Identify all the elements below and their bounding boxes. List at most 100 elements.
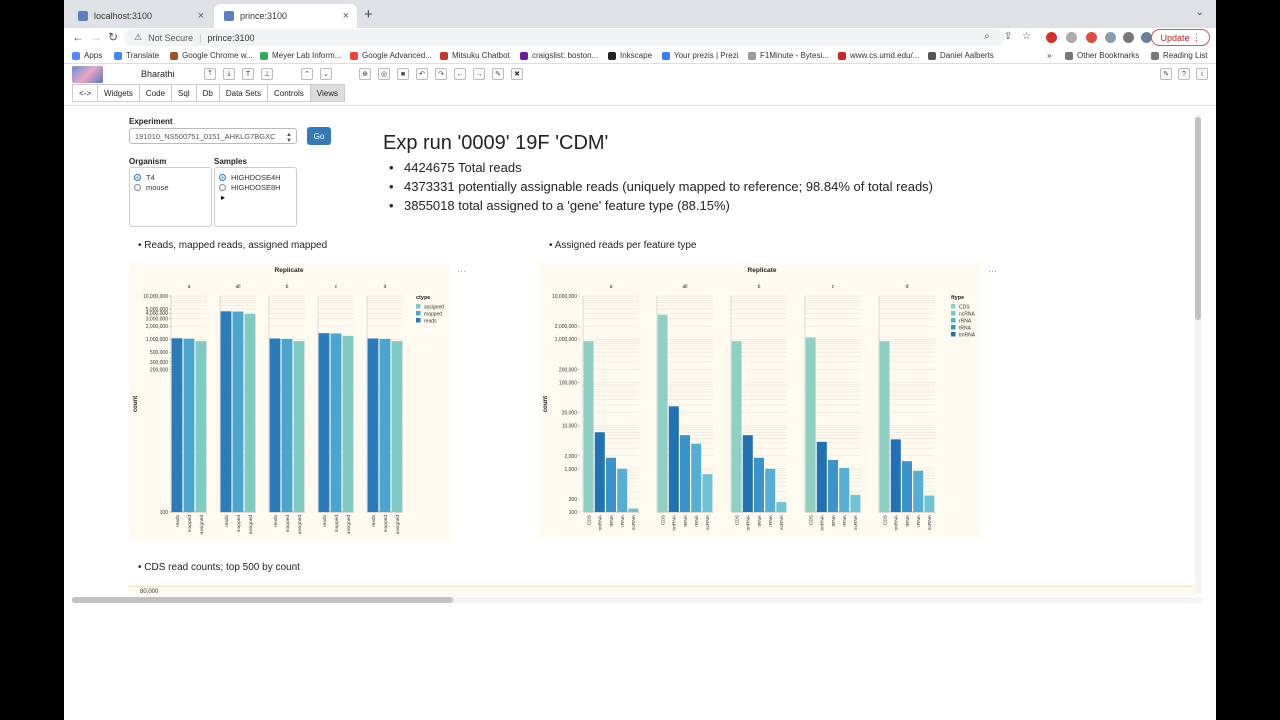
page-favicon-icon (224, 11, 234, 21)
organism-option-t4[interactable]: T4 (134, 173, 155, 182)
tab-views[interactable]: Views (309, 84, 345, 102)
bookmark-item[interactable]: Your prezis | Prezi (662, 51, 738, 60)
go-button[interactable]: Go (307, 127, 331, 145)
bookmark-item[interactable]: F1Minute - Bytesi... (748, 51, 829, 60)
info-icon[interactable]: i (1196, 68, 1208, 80)
horizontal-scrollbar[interactable] (72, 597, 1202, 603)
section-heading-bottom: CDS read counts; top 500 by count (138, 562, 300, 573)
more-bookmarks[interactable]: » (1047, 51, 1051, 60)
scrollbar-thumb[interactable] (1195, 117, 1201, 320)
bookmark-item[interactable]: Google Advanced... (350, 51, 432, 60)
tab-label: Sql (178, 88, 190, 98)
tab-widgets[interactable]: Widgets (97, 84, 139, 102)
add-icon[interactable]: ⊕ (359, 68, 371, 80)
bar-reads (171, 338, 183, 512)
arrow-left-icon[interactable]: ← (454, 68, 466, 80)
forward-icon[interactable]: → (90, 30, 102, 44)
y-tick-label: 10,000,000 (552, 294, 577, 300)
chart-menu-icon[interactable]: ⋯ (988, 266, 997, 276)
y-tick-label: 2,000 (564, 454, 577, 460)
zoom-icon[interactable]: ⌕ (984, 31, 990, 42)
profile-avatar[interactable] (1141, 32, 1152, 43)
facet-label: d (384, 284, 387, 290)
extension-icon[interactable] (1105, 32, 1116, 43)
other-bookmarks[interactable]: Other Bookmarks (1065, 51, 1139, 60)
chart-menu-icon[interactable]: ⋯ (457, 266, 466, 276)
update-button[interactable]: Update ⋮ (1151, 29, 1210, 46)
sample-option-highdose4h[interactable]: HIGHDOSE4H (219, 173, 281, 182)
bookmark-item[interactable]: Google Chrome w... (170, 51, 253, 60)
trash-icon[interactable]: ✖ (511, 68, 523, 80)
text-icon[interactable]: T (242, 68, 254, 80)
bookmark-favicon-icon (260, 51, 268, 60)
share-icon[interactable]: ⇪ (1004, 31, 1013, 42)
tab-controls[interactable]: Controls (266, 84, 310, 102)
prezi-icon (662, 51, 670, 60)
sample-option-highdose8h[interactable]: HIGHDOSE8H (219, 183, 281, 192)
back-icon[interactable]: ← (72, 30, 84, 44)
tab-label: <-> (79, 88, 92, 98)
stop-icon[interactable]: ■ (397, 68, 409, 80)
reading-list[interactable]: Reading List (1151, 51, 1207, 60)
address-bar[interactable]: ⚠ Not Secure | prince:3100 (124, 29, 1004, 46)
tab-data-sets[interactable]: Data Sets (218, 84, 267, 102)
bookmark-item[interactable]: Meyer Lab Inform... (260, 51, 341, 60)
move-bottom-icon[interactable]: ⊥ (261, 68, 273, 80)
summary-line: 3855018 total assigned to a 'gene' featu… (389, 198, 933, 213)
x-tick-label: tmRNA (746, 514, 752, 530)
bookmark-label: Your prezis | Prezi (674, 51, 739, 60)
move-top-icon[interactable]: ⤒ (204, 68, 216, 80)
edit-icon[interactable]: ✎ (1160, 68, 1172, 80)
extension-icon[interactable] (1046, 32, 1057, 43)
browser-tab-active[interactable]: prince:3100 × (214, 4, 357, 28)
x-tick-label: assigned (346, 515, 352, 535)
browser-tab[interactable]: localhost:3100 × (68, 4, 212, 28)
tab-label: Widgets (104, 88, 133, 98)
option-label: T4 (146, 173, 155, 182)
extensions-puzzle-icon[interactable] (1123, 32, 1134, 43)
bar-CDS (657, 314, 668, 512)
organism-option-mouse[interactable]: mouse (134, 183, 169, 192)
bookmark-item[interactable]: Daniel Aalberts (928, 51, 994, 60)
redo-icon[interactable]: ↷ (435, 68, 447, 80)
close-tab-icon[interactable]: × (197, 10, 204, 22)
bar-mapped (330, 333, 342, 512)
bar-tRNA (680, 435, 690, 512)
close-tab-icon[interactable]: × (342, 10, 349, 22)
bookmark-star-icon[interactable]: ☆ (1022, 31, 1031, 42)
bookmark-item[interactable]: craigslist: boston... (520, 51, 598, 60)
tab-search-chevron-icon[interactable]: ⌄ (1195, 7, 1204, 18)
bookmark-item[interactable]: www.cs.umd.edu/... (838, 51, 919, 60)
tab-sql[interactable]: Sql (171, 84, 196, 102)
pencil-icon[interactable]: ✎ (492, 68, 504, 80)
bookmark-item[interactable]: Mitsuku Chatbot (440, 51, 510, 60)
move-down-icon[interactable]: ⌄ (320, 68, 332, 80)
eye-icon[interactable]: ◎ (378, 68, 390, 80)
undo-icon[interactable]: ↶ (416, 68, 428, 80)
tab-code[interactable]: Code (138, 84, 172, 102)
tab-title: prince:3100 (240, 11, 288, 21)
bookmark-item[interactable]: Translate (114, 51, 159, 60)
extension-icon[interactable] (1086, 32, 1097, 43)
vertical-scrollbar[interactable] (1195, 114, 1201, 594)
x-tick-label: tmRNA (672, 514, 678, 530)
bar-CDS (805, 337, 816, 512)
reload-icon[interactable]: ↻ (108, 30, 119, 44)
arrow-right-icon[interactable]: → (473, 68, 485, 80)
download-icon[interactable]: ⤓ (223, 68, 235, 80)
scrollbar-thumb[interactable] (72, 597, 453, 603)
help-icon[interactable]: ? (1178, 68, 1190, 80)
bookmark-label: F1Minute - Bytesi... (760, 51, 829, 60)
move-up-icon[interactable]: ⌃ (301, 68, 313, 80)
google-icon (350, 51, 358, 60)
bookmark-item[interactable]: Inkscape (608, 51, 652, 60)
tab-db[interactable]: Db (195, 84, 219, 102)
extension-icon[interactable] (1066, 32, 1077, 43)
new-tab-icon[interactable]: + (364, 6, 373, 23)
x-tick-label: reads (175, 514, 181, 527)
legend-label: ncRNA (959, 311, 976, 317)
bookmark-item[interactable]: Apps (72, 51, 102, 60)
tab-code-toggle[interactable]: <-> (72, 84, 98, 102)
chart-title: Replicate (748, 267, 777, 274)
experiment-select[interactable]: 191010_NS500751_0151_AHKLG7BGXC ▲ ▼ (129, 128, 297, 144)
